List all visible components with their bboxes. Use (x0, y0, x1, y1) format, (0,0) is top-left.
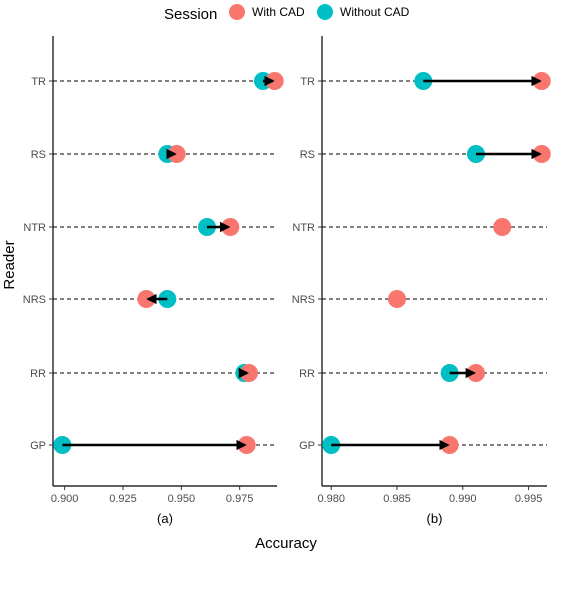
y-tick-label: TR (300, 76, 315, 88)
y-tick-label: NRS (292, 294, 315, 306)
point-with-cad (240, 364, 258, 382)
y-tick-label: NTR (23, 222, 46, 234)
x-tick-label: 0.995 (515, 493, 543, 505)
y-tick-label: RS (31, 149, 46, 161)
x-tick-label: 0.990 (449, 493, 477, 505)
legend-label-without-cad: Without CAD (340, 5, 410, 19)
y-tick-label: NRS (23, 294, 46, 306)
y-tick-label: RS (300, 149, 315, 161)
legend-label-with-cad: With CAD (252, 5, 305, 19)
x-axis-title: Accuracy (255, 535, 317, 552)
legend: Session With CAD Without CAD (164, 4, 410, 23)
point-with-cad (493, 218, 512, 236)
point-with-cad (388, 290, 406, 308)
x-tick-label: 0.975 (226, 493, 254, 505)
x-tick-label: 0.900 (51, 493, 79, 505)
panel-sublabel: (b) (427, 511, 443, 526)
y-tick-label: TR (31, 76, 46, 88)
legend-swatch-with-cad (229, 4, 245, 20)
x-tick-label: 0.980 (317, 493, 345, 505)
y-axis-title: Reader (1, 240, 18, 289)
x-tick-label: 0.925 (109, 493, 137, 505)
point-without-cad (53, 436, 72, 454)
panel-sublabel: (a) (157, 511, 173, 526)
y-tick-label: NTR (292, 222, 315, 234)
panel-b: TR RS NTR NRS RR GP 0.980 0.985 0.990 0.995 (b) (292, 36, 551, 526)
y-tick-label: RR (30, 368, 46, 380)
legend-title: Session (164, 6, 217, 23)
legend-swatch-without-cad (317, 4, 333, 20)
y-tick-label: GP (30, 440, 46, 452)
y-tick-label: GP (299, 440, 315, 452)
x-tick-label: 0.950 (168, 493, 196, 505)
x-tick-label: 0.985 (383, 493, 411, 505)
y-tick-label: RR (299, 368, 315, 380)
panel-a: TR RS NTR NRS RR GP 0.900 0.925 0.950 0.975 (a) (23, 36, 284, 526)
